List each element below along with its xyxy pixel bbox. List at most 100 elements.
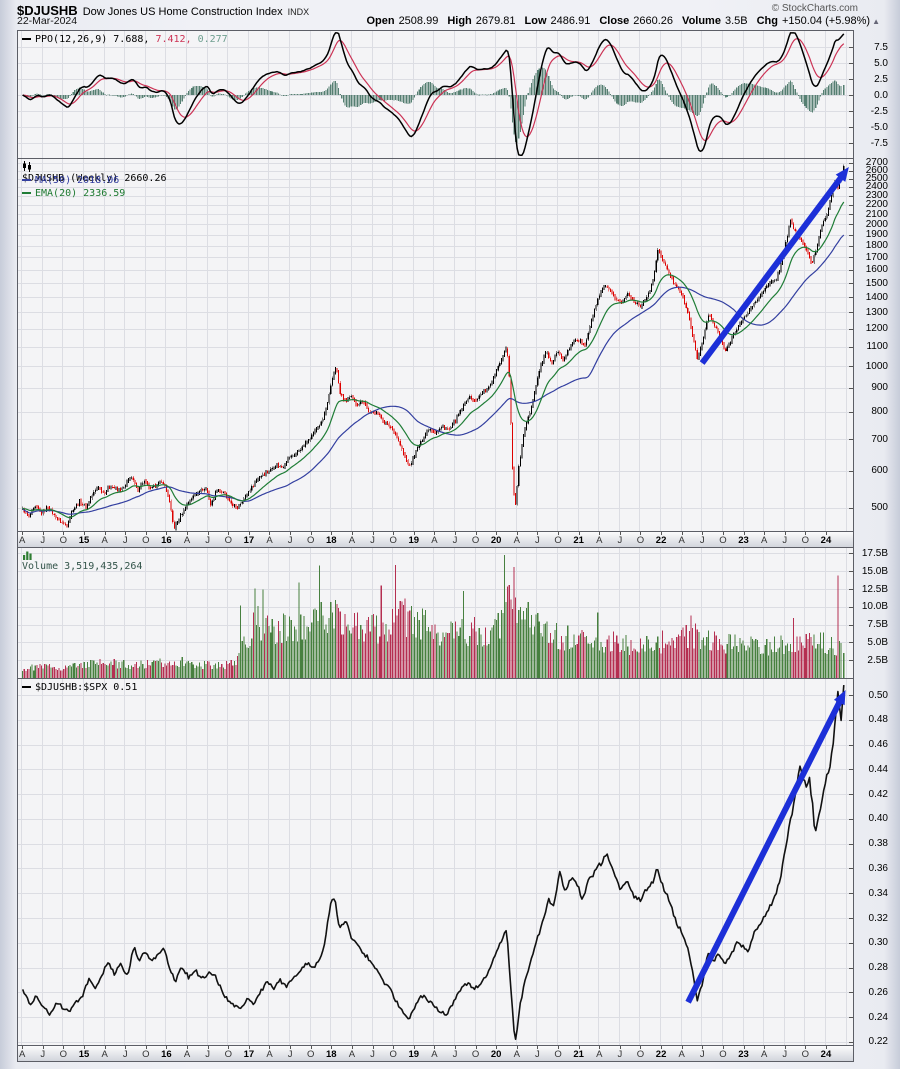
y-axis-label: 2300 xyxy=(865,190,888,202)
x-axis-tick xyxy=(454,532,456,535)
y-axis-label: 0.34 xyxy=(868,887,888,899)
x-axis-label: J xyxy=(370,1049,375,1060)
x-axis-tick xyxy=(372,1046,374,1049)
y-axis-label: 15.0B xyxy=(861,565,888,577)
y-axis-label: 0.36 xyxy=(868,862,888,874)
x-axis-tick xyxy=(805,532,807,535)
x-axis-label: J xyxy=(287,1049,293,1060)
x-axis-tick xyxy=(599,1046,601,1049)
x-axis-tick xyxy=(578,532,580,535)
x-axis-label: A xyxy=(183,535,191,546)
x-axis-label: O xyxy=(554,1049,562,1060)
volume-panel: Volume 3,519,435,264 xyxy=(17,547,854,679)
y-axis-label: 1000 xyxy=(865,360,888,372)
y-axis-label: 17.5B xyxy=(861,547,888,559)
x-axis-strip-upper: A J O 15 A J O 16 A J O 17 A J O 18 A J O 19 A J O 20 A J O 21 A J O 22… xyxy=(17,531,854,548)
stockcharts-link[interactable]: © StockCharts.com xyxy=(771,3,858,14)
x-axis-label: 24 xyxy=(820,535,832,546)
y-axis-label: 0.48 xyxy=(868,714,888,726)
x-axis-label: J xyxy=(40,1049,46,1060)
x-axis-label: 21 xyxy=(573,535,584,546)
x-axis-label: J xyxy=(535,535,540,546)
y-axis-label: 0.40 xyxy=(868,813,888,825)
x-axis-label: 17 xyxy=(243,535,255,546)
x-axis-tick xyxy=(351,532,353,535)
y-axis-label: 800 xyxy=(871,406,888,418)
x-axis-label: J xyxy=(699,535,705,546)
x-axis-tick xyxy=(228,532,230,535)
x-axis-tick xyxy=(640,1046,642,1049)
y-axis-label: 12.5B xyxy=(861,583,888,595)
x-axis-label: J xyxy=(452,1049,458,1060)
ppo-label: PPO(12,26,9) xyxy=(35,34,108,45)
x-axis-tick xyxy=(269,532,271,535)
x-axis-tick xyxy=(784,532,786,535)
y-axis-label: 5.0 xyxy=(874,57,888,69)
x-axis-tick xyxy=(310,532,312,535)
x-axis-label: O xyxy=(719,535,727,546)
x-axis-label: J xyxy=(452,535,458,546)
x-axis-tick xyxy=(290,532,292,535)
x-axis-tick xyxy=(331,1046,333,1049)
chart-title: $DJUSHB Dow Jones US Home Construction In… xyxy=(17,2,309,20)
exchange-tag: INDX xyxy=(287,7,310,17)
quote-label: Close xyxy=(599,15,630,27)
y-axis-label: 0.42 xyxy=(868,788,888,800)
ppo-hist-value: 0.277 xyxy=(197,34,228,45)
x-axis-tick xyxy=(393,1046,395,1049)
x-axis-tick xyxy=(722,532,724,535)
x-axis-label: 16 xyxy=(161,535,172,546)
y-axis-label: 0.46 xyxy=(868,739,888,751)
x-axis-tick xyxy=(805,1046,807,1049)
y-axis-label: 0.32 xyxy=(868,912,888,924)
y-axis-label: 7.5 xyxy=(874,41,888,53)
x-axis-tick xyxy=(516,1046,518,1049)
x-axis-tick xyxy=(166,532,168,535)
index-name: Dow Jones US Home Construction Index xyxy=(82,6,283,18)
ema20-label: EMA(20) 2336.59 xyxy=(35,188,126,199)
y-axis-label: 0.30 xyxy=(868,937,888,949)
x-axis-label: A xyxy=(760,1049,768,1060)
x-axis-label: O xyxy=(801,535,810,546)
x-axis-label: A xyxy=(760,535,768,546)
x-axis-label: A xyxy=(18,1049,26,1060)
ppo-panel: PPO(12,26,9) 7.688, 7.412, 0.277 xyxy=(17,30,854,159)
y-axis-label: 1400 xyxy=(865,291,888,303)
x-axis-label: J xyxy=(535,1049,540,1060)
y-axis-label: -7.5 xyxy=(870,137,888,149)
x-axis-tick xyxy=(640,532,642,535)
x-axis-tick xyxy=(722,1046,724,1049)
y-axis-label: 1800 xyxy=(865,240,888,252)
x-axis-tick xyxy=(702,532,704,535)
x-axis-tick xyxy=(681,532,683,535)
x-axis-label: O xyxy=(554,535,562,546)
x-axis-tick xyxy=(599,532,601,535)
y-axis-label: 1300 xyxy=(865,306,888,318)
y-axis-label: 0.26 xyxy=(868,986,888,998)
ppo-legend: PPO(12,26,9) 7.688, 7.412, 0.277 xyxy=(22,33,228,46)
x-axis-tick xyxy=(661,532,663,535)
x-axis-tick xyxy=(269,1046,271,1049)
quote-strip: Open 2508.99 High 2679.81 Low 2486.91 Close 266… xyxy=(357,15,880,27)
x-axis-tick xyxy=(434,532,436,535)
x-axis-tick xyxy=(42,1046,44,1049)
x-axis-label: 22 xyxy=(655,535,667,546)
x-axis-label: J xyxy=(122,1049,128,1060)
y-axis-label: 1500 xyxy=(865,277,888,289)
y-axis-label: 900 xyxy=(871,382,888,394)
x-axis-label: O xyxy=(142,1049,150,1060)
chart-date: 22-Mar-2024 xyxy=(17,15,78,27)
x-axis-label: 23 xyxy=(738,1049,749,1060)
x-axis-tick xyxy=(207,1046,209,1049)
x-axis-label: 23 xyxy=(738,535,749,546)
x-axis-label: A xyxy=(266,1049,273,1060)
x-axis-tick xyxy=(558,1046,560,1049)
x-axis-label: O xyxy=(224,535,232,546)
ma50-label: MA(50) 2018.06 xyxy=(35,175,120,186)
price-legend: $DJUSHB (Weekly) 2660.26 MA(50) 2018.06 … xyxy=(22,161,167,200)
x-axis-label: J xyxy=(205,535,211,546)
x-axis-tick xyxy=(166,1046,168,1049)
change-up-arrow-icon: ▲ xyxy=(872,17,880,26)
x-axis-tick xyxy=(125,532,127,535)
x-axis-tick xyxy=(496,532,498,535)
